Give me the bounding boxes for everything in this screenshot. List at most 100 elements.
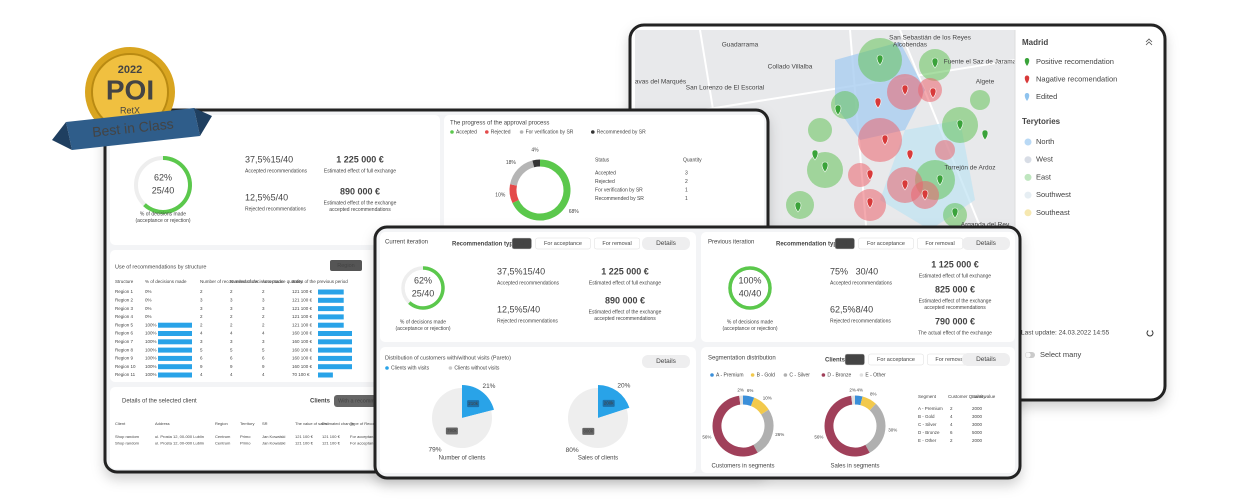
ring-segment (860, 396, 876, 411)
table-cell: Region 8 (115, 347, 134, 352)
slice-label: 79% (429, 446, 442, 453)
place-name: Fuente el Saz de Jarama (944, 59, 1017, 66)
last-update: Last update: 24.03.2022 14:55 (1021, 330, 1110, 337)
badge-subtitle: RetX (120, 105, 140, 115)
collapse-icon (1145, 38, 1153, 46)
filter-button[interactable] (535, 237, 591, 250)
stat-label: Accepted recommendations (830, 280, 892, 286)
stat-label: Rejected recommendations (497, 318, 558, 324)
table-cell: Primo (240, 434, 251, 439)
table-cell: 2 (230, 322, 233, 327)
gauge-fraction: 25/40 (412, 288, 435, 298)
table-header: Territory (240, 421, 254, 426)
table-cell: 3 (200, 306, 203, 311)
territory-area (835, 42, 925, 140)
gauge-label: 62% (414, 275, 432, 285)
table-cell: 2 (262, 289, 265, 294)
details-button[interactable] (642, 237, 690, 250)
place-name: Alcobendas (893, 42, 928, 49)
donut-label: 4% (531, 148, 539, 154)
table-cell: 6 (200, 356, 203, 361)
territory-label: Southeast (1036, 208, 1071, 217)
table-cell: Centrum (215, 441, 231, 446)
table-header: Sales value (972, 394, 996, 399)
filter-text: For removal (925, 241, 954, 247)
filter-button[interactable] (858, 237, 914, 250)
territory-swatch (1024, 173, 1032, 181)
ring-segment (408, 266, 445, 310)
ribbon-tail (52, 108, 212, 150)
place-name: San Lorenzo de El Escorial (686, 85, 765, 92)
table-cell: Region 11 (115, 372, 136, 377)
legend-label: Rejected (491, 129, 511, 135)
donut-label: 18% (506, 160, 517, 166)
table-cell: For acceptance (350, 441, 378, 446)
table-cell: 100% (145, 372, 157, 377)
stat-label: Accepted recommendations (497, 280, 559, 286)
table-cell: 160 100 € (292, 364, 313, 369)
territory-swatch (1024, 191, 1032, 199)
filter-button[interactable] (834, 237, 855, 250)
legend-dot (485, 130, 489, 134)
table-cell: 0% (145, 289, 152, 294)
filter-button[interactable] (844, 353, 865, 366)
card (110, 115, 440, 245)
stat-fraction: 30/40 (856, 266, 879, 276)
table-header: Client (115, 421, 126, 426)
territory-label: Southwest (1036, 190, 1072, 199)
table-cell: 3 (685, 170, 688, 176)
bar (158, 364, 192, 370)
filter-button[interactable] (511, 237, 532, 250)
stat-fraction: 5/40 (271, 192, 289, 202)
donut-label: 26% (775, 432, 784, 437)
table-cell: ul. Prosta 12, 00-000 Lublin (155, 441, 204, 446)
table-cell: 2 (262, 314, 265, 319)
slice-value: 790k (447, 428, 458, 433)
effect-label: Estimated effect of full exchange (324, 168, 396, 174)
table-cell: 3000 (972, 414, 983, 419)
bar (158, 339, 192, 345)
table-cell: 2 (950, 438, 953, 443)
legend-label: E - Other (865, 372, 886, 378)
legend-label: C - Silver (789, 372, 810, 378)
table-header: Number of recommendations (200, 279, 259, 284)
table-cell: 100% (145, 322, 157, 327)
table-cell: Region 6 (115, 331, 134, 336)
filter-text: For acceptance (867, 241, 905, 247)
details-button[interactable] (962, 353, 1010, 366)
table-cell: 121 100 € (292, 322, 313, 327)
tab[interactable] (330, 260, 362, 271)
table-header: Structure (115, 279, 134, 284)
details-button[interactable] (642, 355, 690, 368)
place-name: Guadarrama (722, 42, 759, 49)
table-cell: 100% (145, 331, 157, 336)
place-name: Las Navas del Marqués (618, 79, 687, 86)
badge-title: POI (106, 74, 154, 105)
filter-button[interactable] (594, 237, 640, 250)
legend-dot (750, 373, 755, 377)
effect-label: The actual effect of the exchange (918, 330, 992, 336)
ring-segment (750, 397, 769, 415)
stat-percent: 12,5% (497, 304, 523, 314)
card (701, 232, 1015, 342)
tab-text: With a recommendation (338, 398, 396, 404)
table-cell: Region 4 (115, 314, 134, 319)
section-title: Terytories (1022, 117, 1061, 126)
details-button[interactable] (962, 237, 1010, 250)
legend-dot (710, 373, 714, 377)
filter-button[interactable] (868, 353, 924, 366)
map-marker (834, 104, 842, 116)
table-cell: B - Gold (918, 414, 935, 419)
details-text: Details (976, 356, 997, 363)
table-cell: 121 100 € (292, 297, 313, 302)
front-panel: Current iteration Recommendation type All F… (373, 225, 1022, 480)
table-cell: 2 (200, 322, 203, 327)
table-cell: 5 (262, 347, 265, 352)
slice-tag (602, 399, 615, 407)
territory-label: East (1036, 172, 1052, 181)
table-cell: 9 (230, 364, 233, 369)
table-cell: E - Other (918, 438, 937, 443)
bar (318, 347, 352, 353)
bar (318, 364, 352, 370)
legend-dot (859, 373, 864, 377)
